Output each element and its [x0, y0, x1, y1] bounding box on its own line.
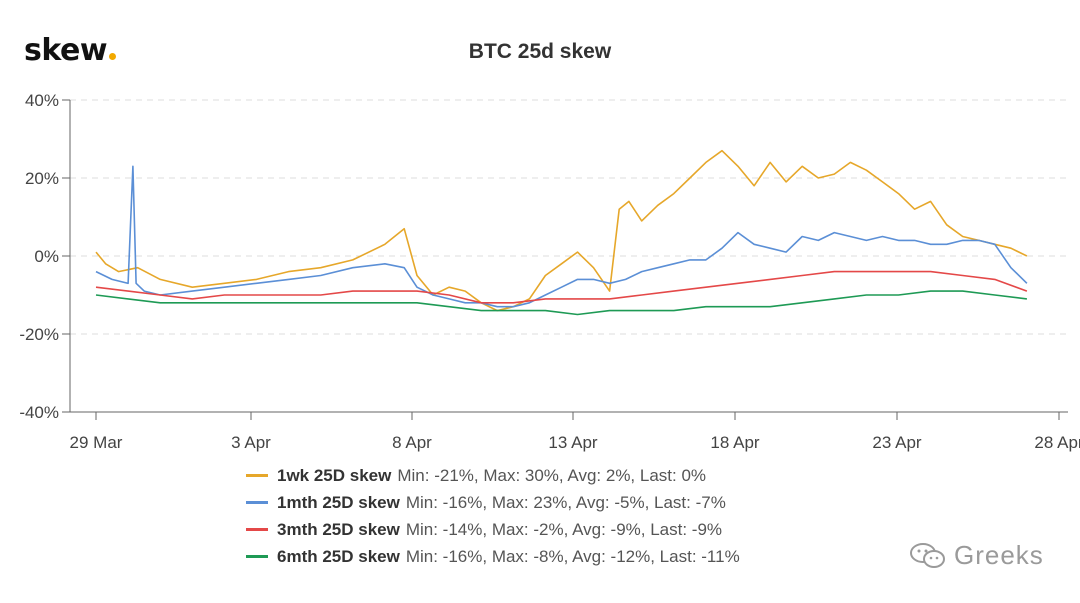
- skew-logo: skew: [24, 33, 117, 68]
- series-lines: [95, 149, 1028, 316]
- y-tick-label: -40%: [19, 403, 59, 422]
- y-tick-label: 20%: [25, 169, 59, 188]
- watermark: Greeks: [908, 540, 1044, 571]
- legend-series-stats: Min: -21%, Max: 30%, Avg: 2%, Last: 0%: [397, 465, 707, 485]
- x-tick-label: 29 Mar: [70, 433, 123, 452]
- legend-item-1wk[interactable]: 1wk 25D skew Min: -21%, Max: 30%, Avg: 2…: [246, 462, 740, 489]
- legend-series-name: 6mth 25D skew: [277, 546, 400, 566]
- legend-series-name: 1mth 25D skew: [277, 492, 400, 512]
- chart-title: BTC 25d skew: [468, 40, 612, 63]
- logo-text: skew: [24, 33, 108, 68]
- legend-item-1mth[interactable]: 1mth 25D skew Min: -16%, Max: 23%, Avg: …: [246, 489, 740, 516]
- series-line-1: [95, 165, 1028, 308]
- legend-swatch: [246, 501, 268, 504]
- grid-lines: [70, 99, 1068, 335]
- x-tick-label: 3 Apr: [231, 433, 271, 452]
- y-tick-label: 0%: [34, 247, 59, 266]
- logo-dot: [109, 53, 117, 60]
- x-tick-label: 28 Apr: [1034, 433, 1080, 452]
- legend-series-stats: Min: -16%, Max: -8%, Avg: -12%, Last: -1…: [405, 546, 740, 566]
- legend-swatch: [246, 474, 268, 477]
- legend-item-6mth[interactable]: 6mth 25D skew Min: -16%, Max: -8%, Avg: …: [246, 543, 740, 570]
- legend-series-stats: Min: -16%, Max: 23%, Avg: -5%, Last: -7%: [405, 492, 726, 512]
- x-tick-label: 13 Apr: [548, 433, 597, 452]
- series-line-0: [95, 149, 1028, 312]
- legend-item-3mth[interactable]: 3mth 25D skew Min: -14%, Max: -2%, Avg: …: [246, 516, 740, 543]
- legend-series-name: 1wk 25D skew: [277, 465, 392, 485]
- x-tick-label: 18 Apr: [710, 433, 759, 452]
- y-tick-label: 40%: [25, 91, 59, 110]
- watermark-text: Greeks: [954, 540, 1044, 570]
- y-tick-label: -20%: [19, 325, 59, 344]
- x-tick-label: 8 Apr: [392, 433, 432, 452]
- series-line-3: [95, 290, 1027, 316]
- legend-series-name: 3mth 25D skew: [277, 519, 400, 539]
- legend: 1wk 25D skew Min: -21%, Max: 30%, Avg: 2…: [246, 462, 740, 570]
- legend-series-stats: Min: -14%, Max: -2%, Avg: -9%, Last: -9%: [405, 519, 723, 539]
- x-tick-labels: 29 Mar 3 Apr 8 Apr 13 Apr 18 Apr 23 Apr 28 Apr: [70, 412, 1080, 452]
- x-tick-label: 23 Apr: [872, 433, 921, 452]
- legend-swatch: [246, 528, 268, 531]
- legend-swatch: [246, 555, 268, 558]
- wechat-icon: [910, 542, 945, 568]
- y-tick-labels: 40% 20% 0% -20% -40%: [19, 91, 70, 422]
- series-line-2: [95, 270, 1028, 304]
